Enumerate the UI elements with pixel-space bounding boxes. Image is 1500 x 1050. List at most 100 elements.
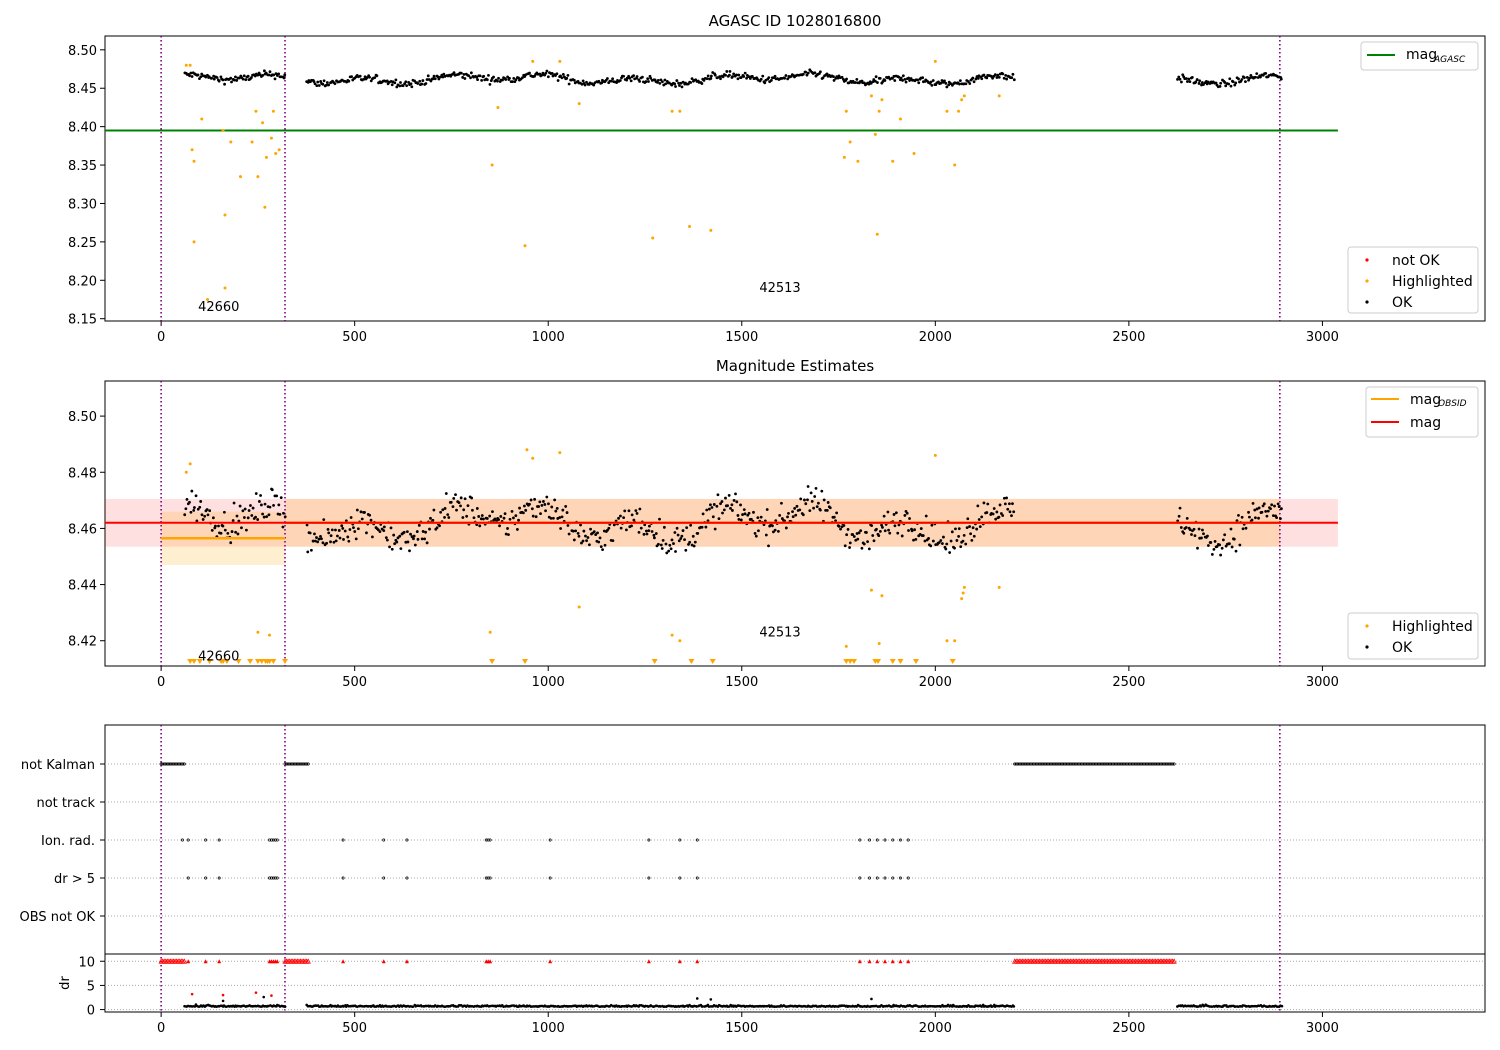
dr-point (221, 993, 225, 997)
data-point-ok (463, 77, 467, 80)
data-point-ok (439, 510, 443, 514)
data-point-ok (1248, 515, 1251, 519)
data-point-ok (320, 537, 323, 541)
data-point-ok (498, 524, 501, 528)
flag-point (1158, 762, 1162, 766)
flag-point (1110, 762, 1114, 766)
data-point-ok (743, 512, 747, 516)
data-point-ok (1002, 496, 1006, 500)
data-point-ok (198, 505, 202, 509)
data-point-ok (194, 494, 198, 498)
data-point-ok (656, 79, 660, 82)
data-point-ok (431, 518, 435, 522)
data-point-ok (346, 535, 350, 539)
flag-point (1118, 762, 1122, 766)
below-range-marker (897, 659, 904, 664)
flag-point (303, 762, 307, 766)
data-point-ok (736, 77, 740, 81)
flag-point (1053, 762, 1057, 766)
data-point-ok (818, 508, 822, 512)
data-point-highlighted (960, 98, 964, 102)
data-point-ok (843, 544, 847, 548)
flag-point (1076, 762, 1080, 766)
flag-point (288, 762, 292, 766)
data-point-ok (555, 72, 559, 76)
data-point-ok (825, 509, 829, 512)
data-point-ok (650, 530, 654, 533)
data-point-ok (881, 526, 884, 529)
flag-point (1025, 762, 1029, 766)
data-point-ok (265, 515, 269, 519)
data-point-ok (747, 75, 751, 79)
data-point-ok (972, 80, 976, 84)
data-point-ok (728, 70, 732, 73)
data-point-ok (281, 525, 285, 529)
flag-point (1089, 762, 1092, 766)
data-point-ok (529, 498, 533, 502)
data-point-ok (978, 525, 982, 529)
data-point-ok (185, 497, 189, 501)
data-point-ok (332, 540, 336, 544)
data-point-ok (808, 509, 812, 513)
data-point-ok (739, 76, 743, 79)
data-point-ok (846, 528, 850, 531)
flag-point (548, 876, 552, 880)
data-point-ok (1280, 507, 1283, 511)
x-tick-label: 1500 (725, 330, 758, 345)
data-point-ok (316, 80, 320, 84)
data-point-ok (200, 513, 204, 517)
data-point-ok (837, 524, 841, 528)
data-point-ok (259, 494, 262, 497)
data-point-ok (482, 74, 486, 78)
data-point-ok (396, 536, 400, 540)
data-point-ok (690, 77, 694, 81)
data-point-ok (635, 512, 639, 515)
flag-point (161, 762, 165, 766)
y-tick-label: 8.50 (68, 44, 97, 59)
data-point-ok (685, 526, 689, 530)
data-point-ok (722, 508, 726, 512)
data-point-ok (311, 539, 315, 543)
data-point-ok (571, 529, 575, 533)
panel-title: Magnitude Estimates (716, 357, 874, 375)
data-point-ok (359, 510, 363, 514)
data-point-highlighted (957, 109, 961, 113)
data-point-ok (878, 76, 882, 80)
data-point-ok (679, 537, 683, 540)
data-point-ok (1206, 534, 1209, 538)
data-point-ok (706, 74, 710, 78)
data-point-ok (742, 75, 746, 78)
data-point-ok (333, 82, 337, 86)
flag-label: OBS not OK (20, 910, 96, 925)
data-point-highlighted (268, 633, 272, 637)
flag-point (292, 762, 296, 766)
data-point-highlighted (912, 152, 916, 156)
data-point-ok (883, 79, 887, 82)
data-point-ok (1235, 519, 1239, 523)
data-point-ok (629, 79, 633, 83)
data-point-ok (371, 535, 374, 539)
flag-point (295, 762, 299, 766)
data-point-ok (683, 538, 686, 542)
x-tick-label: 500 (342, 675, 367, 690)
flag-point (382, 838, 386, 842)
data-point-ok (232, 78, 236, 82)
data-point-ok (937, 541, 941, 544)
data-point-ok (878, 529, 882, 533)
data-point-ok (488, 82, 492, 86)
data-point-ok (871, 534, 875, 537)
data-point-highlighted (269, 136, 273, 140)
data-point-ok (962, 533, 966, 537)
data-point-ok (619, 514, 622, 518)
flag-point (1013, 762, 1017, 766)
flag-point (204, 876, 208, 880)
data-point-ok (771, 524, 774, 528)
data-point-ok (229, 541, 233, 545)
data-point-ok (676, 533, 680, 537)
data-point-ok (1212, 547, 1216, 551)
data-point-ok (234, 530, 238, 534)
data-point-ok (1215, 545, 1219, 548)
data-point-highlighted (709, 228, 713, 232)
data-point-ok (1257, 506, 1261, 510)
data-point-ok (873, 79, 877, 83)
